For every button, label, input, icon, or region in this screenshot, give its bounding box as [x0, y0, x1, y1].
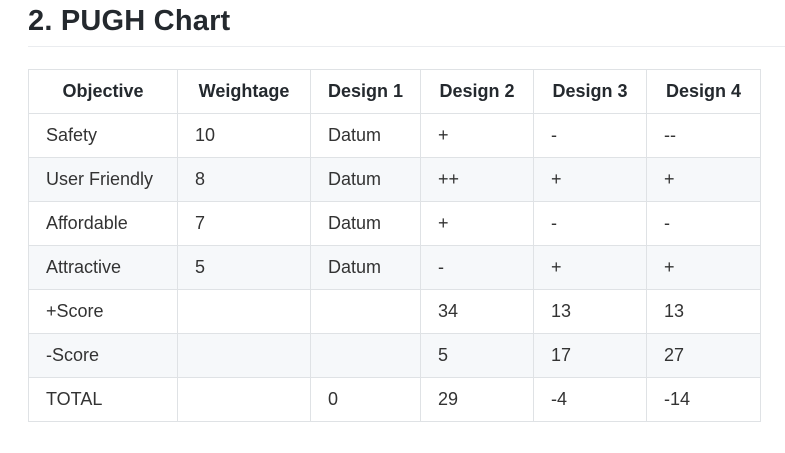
table-row: +Score 34 13 13	[28, 289, 761, 334]
cell-objective: User Friendly	[28, 157, 178, 202]
cell-objective: +Score	[28, 289, 178, 334]
cell-objective: TOTAL	[28, 377, 178, 422]
cell-objective: Safety	[28, 113, 178, 158]
cell-weightage: 7	[177, 201, 311, 246]
cell-design-1: Datum	[310, 245, 421, 290]
cell-design-1	[310, 333, 421, 378]
cell-design-1: Datum	[310, 201, 421, 246]
cell-objective: Affordable	[28, 201, 178, 246]
cell-design-2: +	[420, 201, 534, 246]
table-header-row: Objective Weightage Design 1 Design 2 De…	[28, 69, 761, 114]
cell-design-2: 5	[420, 333, 534, 378]
cell-design-2: ++	[420, 157, 534, 202]
cell-weightage: 10	[177, 113, 311, 158]
header-design-3: Design 3	[533, 69, 647, 114]
cell-design-2: 29	[420, 377, 534, 422]
header-objective: Objective	[28, 69, 178, 114]
cell-design-1: 0	[310, 377, 421, 422]
cell-design-3: -	[533, 113, 647, 158]
cell-design-4: 27	[646, 333, 761, 378]
cell-design-2: +	[420, 113, 534, 158]
cell-design-4: -14	[646, 377, 761, 422]
cell-weightage: 8	[177, 157, 311, 202]
table-row: TOTAL 0 29 -4 -14	[28, 377, 761, 422]
cell-objective: Attractive	[28, 245, 178, 290]
table-row: User Friendly 8 Datum ++ + +	[28, 157, 761, 202]
cell-design-1: Datum	[310, 113, 421, 158]
cell-design-3: -	[533, 201, 647, 246]
pugh-chart-table: Objective Weightage Design 1 Design 2 De…	[28, 69, 761, 422]
cell-weightage	[177, 333, 311, 378]
cell-design-3: 17	[533, 333, 647, 378]
table-row: Affordable 7 Datum + - -	[28, 201, 761, 246]
cell-weightage	[177, 377, 311, 422]
cell-design-3: -4	[533, 377, 647, 422]
cell-design-4: +	[646, 245, 761, 290]
header-weightage: Weightage	[177, 69, 311, 114]
cell-design-4: -	[646, 201, 761, 246]
cell-objective: -Score	[28, 333, 178, 378]
cell-design-3: +	[533, 157, 647, 202]
header-design-4: Design 4	[646, 69, 761, 114]
cell-design-1: Datum	[310, 157, 421, 202]
cell-design-4: 13	[646, 289, 761, 334]
table-row: Safety 10 Datum + - --	[28, 113, 761, 158]
cell-weightage	[177, 289, 311, 334]
cell-design-2: 34	[420, 289, 534, 334]
cell-design-3: 13	[533, 289, 647, 334]
cell-weightage: 5	[177, 245, 311, 290]
cell-design-4: --	[646, 113, 761, 158]
cell-design-3: +	[533, 245, 647, 290]
cell-design-1	[310, 289, 421, 334]
section-heading: 2. PUGH Chart	[28, 2, 785, 47]
cell-design-4: +	[646, 157, 761, 202]
cell-design-2: -	[420, 245, 534, 290]
header-design-2: Design 2	[420, 69, 534, 114]
page-title: 2. PUGH Chart	[28, 5, 231, 37]
table-row: Attractive 5 Datum - + +	[28, 245, 761, 290]
table-row: -Score 5 17 27	[28, 333, 761, 378]
header-design-1: Design 1	[310, 69, 421, 114]
